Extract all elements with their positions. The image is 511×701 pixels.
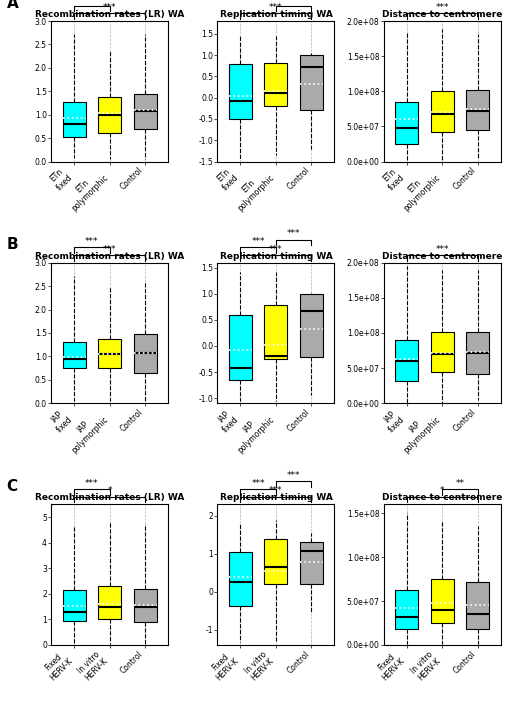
Text: ***: *** (85, 237, 99, 246)
Text: ***: *** (269, 3, 283, 12)
Text: ***: *** (287, 0, 300, 4)
PathPatch shape (395, 590, 419, 629)
Text: ***: *** (287, 471, 300, 479)
Title: Recombination rates (LR) WA: Recombination rates (LR) WA (35, 10, 184, 19)
PathPatch shape (229, 315, 252, 380)
Text: A: A (7, 0, 18, 11)
Text: *: * (107, 486, 112, 496)
PathPatch shape (431, 91, 454, 132)
Text: ***: *** (287, 229, 300, 238)
Title: Recombination rates (LR) WA: Recombination rates (LR) WA (35, 252, 184, 261)
PathPatch shape (133, 590, 157, 622)
PathPatch shape (300, 542, 323, 584)
PathPatch shape (300, 294, 323, 358)
PathPatch shape (264, 539, 288, 584)
PathPatch shape (63, 590, 86, 620)
Text: B: B (7, 238, 18, 252)
PathPatch shape (300, 55, 323, 111)
PathPatch shape (466, 332, 489, 374)
PathPatch shape (395, 340, 419, 381)
PathPatch shape (395, 102, 419, 144)
PathPatch shape (98, 339, 121, 367)
Title: Distance to centromere: Distance to centromere (382, 494, 502, 502)
PathPatch shape (229, 552, 252, 606)
Text: ***: *** (269, 486, 283, 496)
Title: Replication timing WA: Replication timing WA (220, 494, 332, 502)
Text: ***: *** (85, 479, 99, 487)
Title: Distance to centromere: Distance to centromere (382, 10, 502, 19)
Title: Recombination rates (LR) WA: Recombination rates (LR) WA (35, 494, 184, 502)
Text: ***: *** (103, 3, 117, 12)
PathPatch shape (466, 90, 489, 130)
Text: ***: *** (269, 245, 283, 254)
PathPatch shape (264, 306, 288, 359)
PathPatch shape (431, 332, 454, 372)
Text: C: C (7, 479, 18, 494)
PathPatch shape (229, 64, 252, 119)
Text: *: * (440, 486, 445, 496)
PathPatch shape (98, 586, 121, 619)
PathPatch shape (466, 582, 489, 629)
PathPatch shape (133, 334, 157, 373)
PathPatch shape (98, 97, 121, 132)
PathPatch shape (133, 94, 157, 129)
Text: ***: *** (85, 0, 99, 4)
PathPatch shape (431, 579, 454, 623)
Text: ***: *** (435, 3, 449, 12)
Title: Replication timing WA: Replication timing WA (220, 10, 332, 19)
PathPatch shape (63, 102, 86, 137)
Title: Distance to centromere: Distance to centromere (382, 252, 502, 261)
Text: ***: *** (251, 237, 265, 246)
Text: ***: *** (435, 245, 449, 254)
PathPatch shape (63, 342, 86, 368)
Text: ***: *** (103, 245, 117, 254)
Text: ***: *** (251, 479, 265, 487)
PathPatch shape (264, 63, 288, 106)
Title: Replication timing WA: Replication timing WA (220, 252, 332, 261)
Text: **: ** (455, 479, 464, 487)
